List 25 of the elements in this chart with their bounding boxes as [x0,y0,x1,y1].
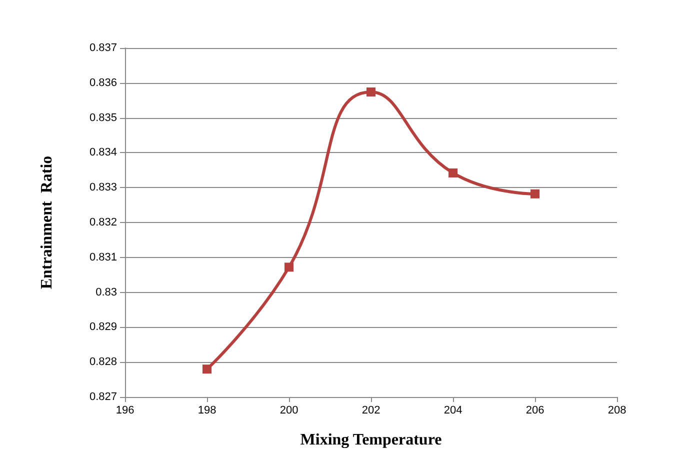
point [366,87,376,96]
y-tick-label: 0.829 [89,321,117,334]
y-axis-title: Entrainment Ratio [38,156,56,290]
x-tick-label: 204 [444,404,462,416]
x-tick-label: 200 [280,404,298,416]
y-tick-label: 0.836 [89,76,117,89]
x-tick-label: 198 [198,404,216,416]
y-tick-label: 0.828 [89,356,117,368]
y-tick-label: 0.833 [89,182,117,194]
point [284,262,294,272]
y-tick-label: 0.837 [89,42,117,54]
y-tick-label: 0.831 [89,251,117,264]
y-tick-label: 0.835 [89,112,117,124]
x-tick-label: 206 [526,404,544,416]
y-tick-label: 0.832 [89,216,117,228]
x-tick-label: 196 [116,404,134,416]
x-axis-title: Mixing Temperature [300,432,442,448]
point [448,168,458,178]
y-tick-label: 0.834 [89,146,117,159]
point [530,189,540,198]
x-tick-label: 202 [362,404,380,416]
point [202,364,212,374]
x-tick-label: 208 [608,404,626,416]
y-tick-label: 0.83 [96,286,117,298]
y-tick-label: 0.827 [89,391,117,403]
